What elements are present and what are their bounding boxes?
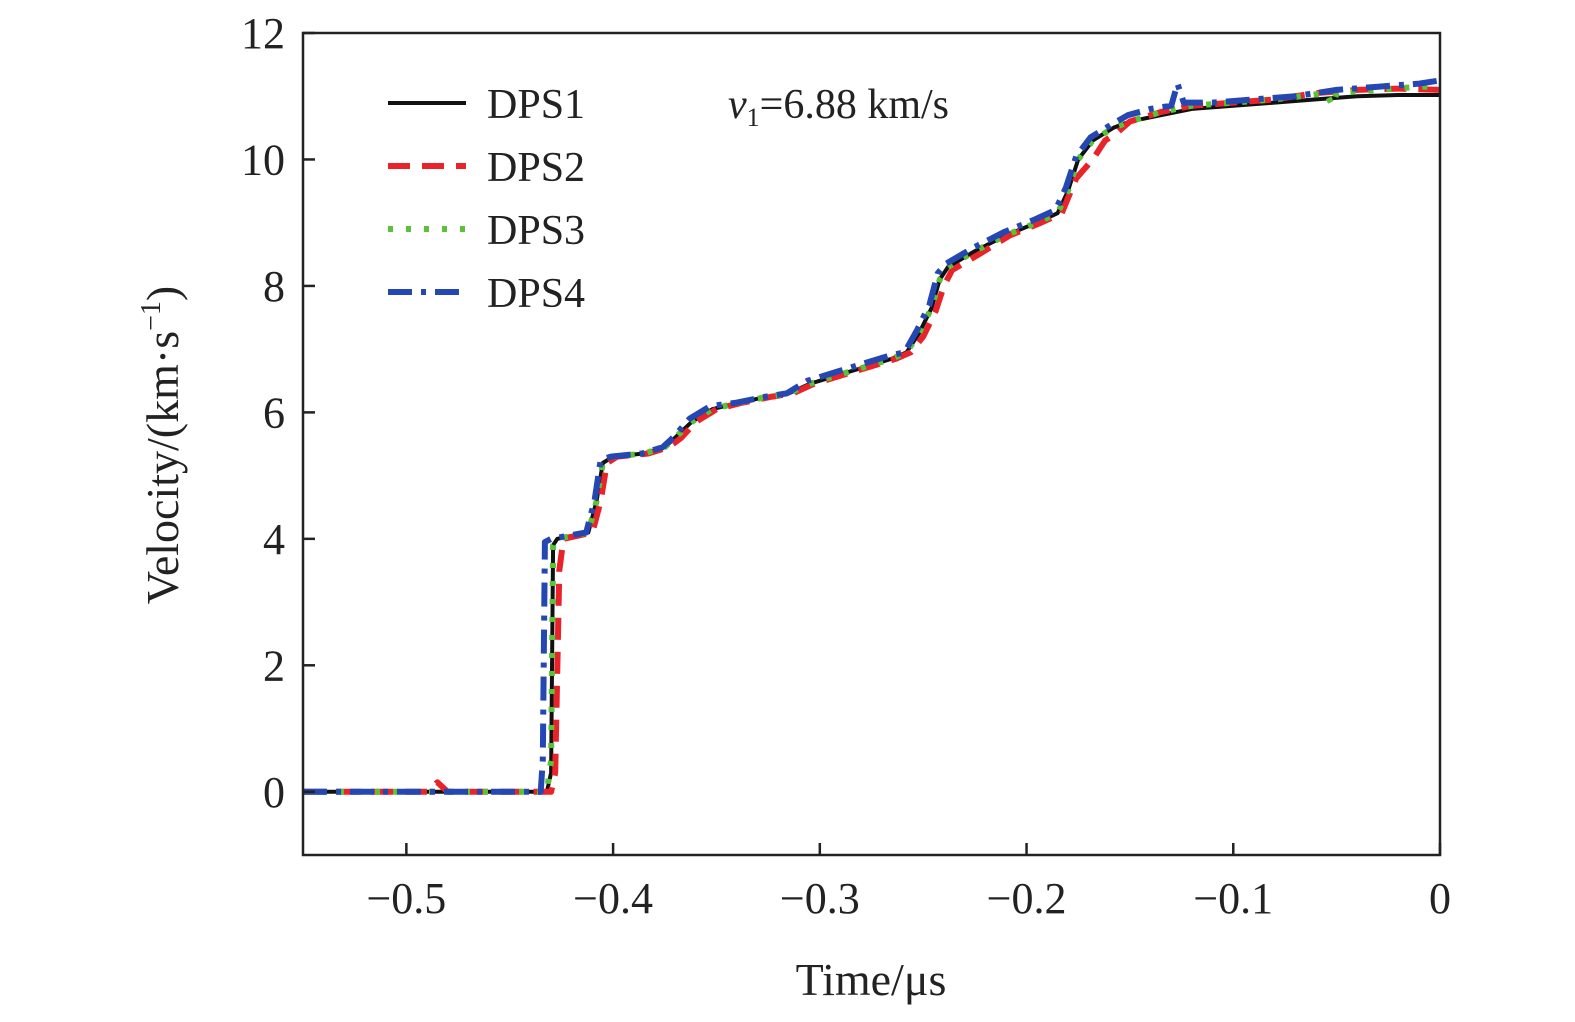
legend-label-dps1: DPS1 <box>487 82 585 128</box>
series-line-dps1 <box>303 93 1440 794</box>
x-tick-label: 0 <box>1429 874 1451 923</box>
plot-frame <box>301 31 1442 857</box>
y-axis-title-base: Velocity/(km·s <box>137 331 188 604</box>
legend: DPS1 DPS2 DPS3 DPS4 <box>388 82 585 317</box>
x-tick-label: −0.2 <box>987 874 1067 923</box>
x-tick-label: −0.5 <box>366 874 446 923</box>
y-tick-label: 8 <box>263 262 285 311</box>
annotation-subscript: 1 <box>747 103 760 132</box>
x-tick-label: −0.1 <box>1193 874 1273 923</box>
y-axis-title: Velocity/(km·s−1) <box>136 286 188 605</box>
x-axis-title: Time/μs <box>796 954 947 1005</box>
series-layer <box>303 77 1440 795</box>
annotation-variable: v <box>728 82 747 128</box>
legend-label-dps4: DPS4 <box>487 271 585 317</box>
y-tick-label: 10 <box>241 135 285 184</box>
annotation-value: =6.88 km/s <box>760 82 949 128</box>
x-axis: −0.5 −0.4 −0.3 −0.2 −0.1 0 <box>366 843 1451 923</box>
y-tick-label: 2 <box>263 641 285 690</box>
y-tick-label: 12 <box>241 9 285 58</box>
y-axis: 0 2 4 6 8 10 12 <box>241 9 315 817</box>
y-axis-title-close: ) <box>137 286 188 301</box>
y-tick-label: 4 <box>263 515 285 564</box>
velocity-annotation: v1=6.88 km/s <box>728 82 949 132</box>
x-tick-label: −0.3 <box>780 874 860 923</box>
series-line-dps4 <box>303 77 1440 795</box>
series-line-dps3 <box>303 83 1440 795</box>
x-tick-label: −0.4 <box>573 874 653 923</box>
series-line-dps2 <box>303 85 1440 795</box>
legend-label-dps2: DPS2 <box>487 145 585 191</box>
y-tick-label: 6 <box>263 388 285 437</box>
y-axis-title-unit-superscript: −1 <box>136 301 167 331</box>
legend-label-dps3: DPS3 <box>487 208 585 254</box>
y-tick-label: 0 <box>263 768 285 817</box>
